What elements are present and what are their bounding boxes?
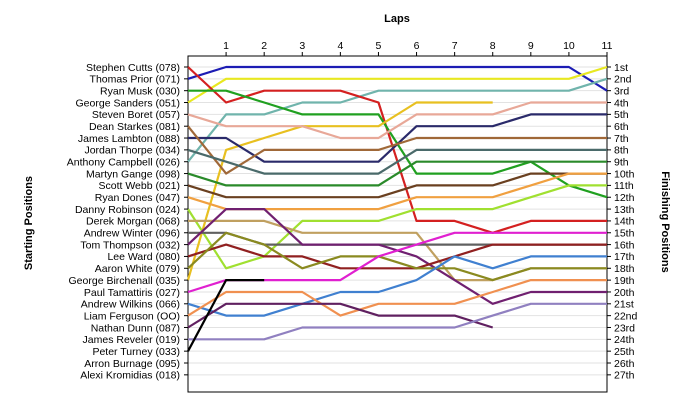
y-axis-right-title: Finishing Positions [659,171,671,272]
start-position-label: Lee Ward (080) [107,251,180,263]
start-position-label: Andrew Wilkins (066) [81,299,180,311]
start-position-label: Danny Robinson (024) [75,204,180,216]
x-axis-title: Laps [384,13,410,25]
start-position-label: Andrew Winter (096) [84,228,180,240]
start-position-label: James Lambton (088) [78,133,180,145]
start-position-label: Aaron White (079) [95,263,180,275]
finish-position-label: 21st [614,299,634,311]
series-line-12 [187,172,607,199]
finish-position-label: 11th [614,180,634,192]
series-line-11 [187,160,607,187]
start-position-label: James Reveler (019) [83,334,180,346]
x-tick-label: 10 [563,40,575,52]
start-position-label: Dean Starkes (081) [89,121,180,133]
x-tick-label: 1 [223,40,229,52]
finish-position-label: 19th [614,275,635,287]
finish-position-label: 24th [614,334,635,346]
series-line-14 [187,184,607,270]
finish-position-label: 1st [614,62,628,74]
series-line-23 [187,302,494,329]
x-tick-label: 4 [337,40,343,52]
start-position-label: Tom Thompson (032) [80,239,180,251]
start-position-label: Arron Burnage (095) [84,358,180,370]
finish-position-label: 10th [614,168,635,180]
finish-position-label: 6th [614,121,629,133]
series-line-22 [187,279,607,317]
start-position-label: George Sanders (051) [76,97,180,109]
x-tick-label: 5 [376,40,382,52]
start-position-label: Derek Morgan (068) [86,216,180,228]
start-position-label: Steven Boret (057) [92,109,180,121]
start-position-label: Ryan Musk (030) [100,85,180,97]
series-line-9 [187,125,607,175]
start-position-label: Scott Webb (021) [98,180,180,192]
plot-area-frame [187,55,608,393]
start-position-label: Ryan Dones (047) [95,192,180,204]
x-tick-label: 11 [602,40,613,52]
start-position-label: Nathan Dunn (087) [91,322,180,334]
finish-position-label: 18th [614,263,635,275]
finish-position-label: 26th [614,358,635,370]
x-tick-label: 2 [261,40,267,52]
series-line-7 [187,101,607,140]
finish-position-label: 14th [614,216,635,228]
start-position-label: Thomas Prior (071) [90,74,180,86]
x-tick-label: 6 [414,40,420,52]
series-line-19 [187,231,607,282]
series-lines [186,65,608,352]
start-position-label: George Birchenall (035) [69,275,180,287]
x-tick-label: 9 [528,40,534,52]
start-position-label: Martyn Gange (098) [86,168,180,180]
start-position-label: Liam Ferguson (OO) [84,310,180,322]
start-position-label: Alexi Kromidias (018) [80,370,180,382]
start-position-label: Jordan Thorpe (034) [84,145,180,157]
finish-position-label: 2nd [614,74,632,86]
finish-position-label: 16th [614,239,635,251]
finish-position-label: 9th [614,157,629,169]
series-line-18 [187,243,607,270]
series-line-2 [187,65,608,104]
finish-position-label: 20th [614,287,635,299]
start-position-label: Paul Tamattiris (027) [84,287,180,299]
x-tick-label: 7 [452,40,458,52]
start-position-label: Peter Turney (033) [92,346,180,358]
series-line-10 [187,148,607,175]
finishing-position-labels: 1st2nd3rd4th5th6th7th8th9th10th11th12th1… [607,62,638,382]
starting-position-labels: Stephen Cutts (078)Thomas Prior (071)Rya… [67,62,188,382]
finish-position-label: 15th [614,228,635,240]
finish-position-label: 23rd [614,322,635,334]
finish-position-label: 22nd [614,310,638,322]
finish-position-label: 25th [614,346,635,358]
finish-position-label: 8th [614,145,629,157]
finish-position-label: 27th [614,370,635,382]
finish-position-label: 4th [614,97,629,109]
series-line-1 [187,65,608,92]
finish-position-label: 13th [614,204,635,216]
finish-position-label: 12th [614,192,635,204]
series-line-24 [188,302,607,341]
series-line-25 [187,279,265,352]
finish-position-label: 7th [614,133,629,145]
start-position-label: Anthony Campbell (026) [67,157,180,169]
x-axis-ticks: 1 2 3 4 5 6 7 8 9 10 11 [223,40,613,56]
y-axis-left-title: Starting Positions [23,176,35,270]
finish-position-label: 5th [614,109,629,121]
finish-position-label: 3rd [614,85,629,97]
start-position-label: Stephen Cutts (078) [86,62,180,74]
x-tick-label: 8 [490,40,496,52]
series-line-21 [187,255,607,317]
series-line-3 [187,77,608,163]
series-line-6 [186,101,493,281]
series-line-16 [188,231,607,246]
finish-position-label: 17th [614,251,635,263]
x-tick-label: 3 [299,40,305,52]
